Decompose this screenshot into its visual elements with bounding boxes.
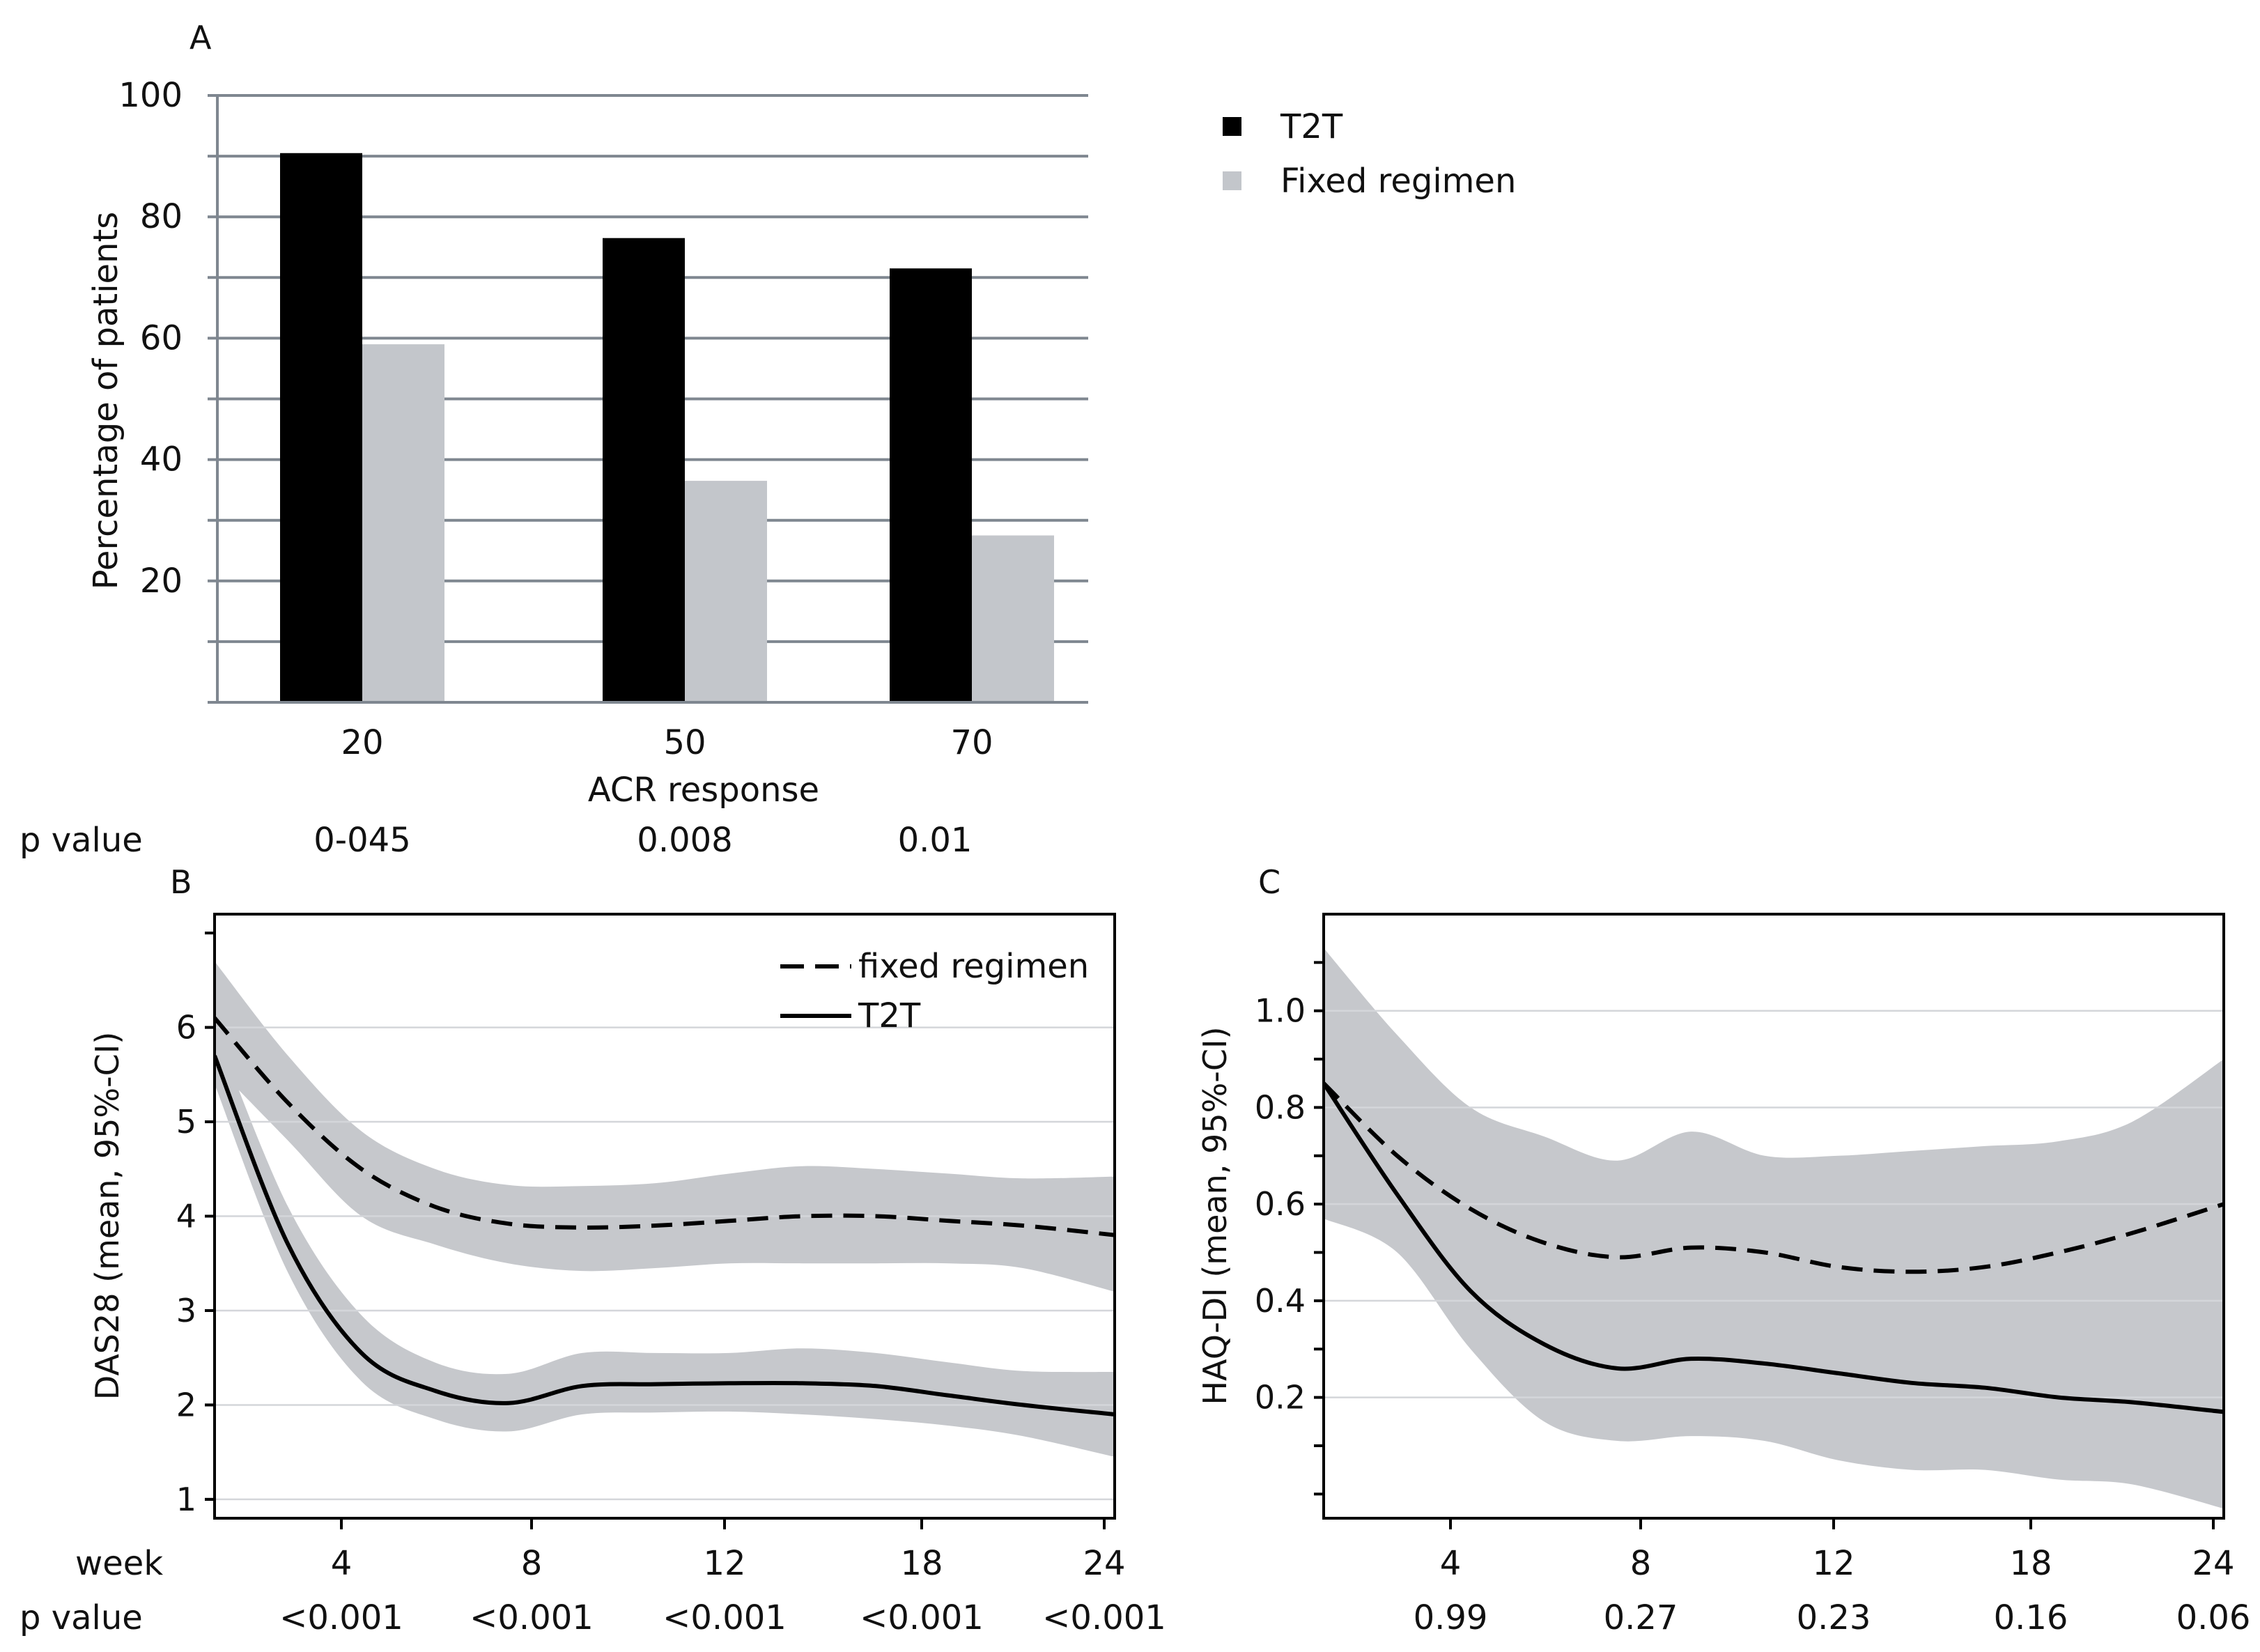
x-tick-label: 8	[1630, 1544, 1652, 1583]
panel-c-pvalues: 0.99 0.27 0.23 0.16 0.06	[1414, 1598, 2251, 1637]
c-plot-area	[1324, 948, 2224, 1509]
panel-b-x-tick-labels: 4 8 12 18 24	[331, 1518, 1126, 1583]
x-tick-label: 18	[900, 1544, 943, 1583]
ci-band-fixed-regimen	[1324, 948, 2224, 1509]
panel-c-x-tick-labels: 4 8 12 18 24	[1440, 1518, 2235, 1583]
panel-a-pvalue: 0-045	[314, 821, 410, 860]
panel-b-legend: fixed regimen T2T	[780, 947, 1089, 1035]
panel-c-y-tick-labels: 0.2 0.4 0.6 0.8 1.0	[1255, 961, 1324, 1496]
panel-a-y-tick-label: 20	[140, 562, 183, 601]
mean-line-fixed-regimen	[1324, 1081, 2224, 1274]
bar-fixed-regimen-20	[362, 344, 444, 702]
panel-a-bars	[280, 153, 1054, 702]
mean-line-t2t	[215, 1055, 1115, 1416]
pvalue-label: <0.001	[279, 1598, 403, 1637]
x-tick-label: 18	[2009, 1544, 2052, 1583]
y-tick-label: 5	[176, 1103, 196, 1141]
panel-a-x-tick-labels: 20 50 70	[341, 723, 993, 762]
pvalue-label: 0.06	[2176, 1598, 2251, 1637]
x-tick-label: 24	[1083, 1544, 1125, 1583]
bar-t2t-50	[603, 238, 685, 702]
panel-a-y-tick-labels: 20 40 60 80 100	[118, 76, 183, 601]
panel-b-x-axis-title: week	[75, 1544, 163, 1583]
pvalue-label: 0.27	[1604, 1598, 1678, 1637]
panel-c-label: C	[1258, 863, 1280, 901]
x-tick-label: 4	[331, 1544, 353, 1583]
panel-b-label: B	[170, 863, 192, 901]
panel-a-x-axis-title: ACR response	[588, 771, 819, 810]
x-tick-label: 12	[1812, 1544, 1855, 1583]
y-tick-label: 0.4	[1255, 1282, 1306, 1320]
pvalue-label: <0.001	[470, 1598, 594, 1637]
panel-c-plot	[1324, 948, 2224, 1509]
pvalue-label: <0.001	[1042, 1598, 1166, 1637]
legend-label-fixed-regimen-b: fixed regimen	[858, 947, 1089, 986]
legend-swatch-fixed-regimen	[1223, 171, 1241, 190]
panel-a-label: A	[189, 19, 212, 56]
bar-t2t-20	[280, 153, 362, 702]
panel-a-y-tick-label: 40	[140, 440, 183, 479]
y-tick-label: 6	[176, 1009, 196, 1047]
y-tick-label: 1	[176, 1481, 196, 1518]
bar-fixed-regimen-50	[685, 481, 767, 702]
bar-t2t-70	[890, 268, 972, 702]
ci-band-fixed-regimen	[215, 961, 1115, 1292]
pvalue-label: 0.99	[1414, 1598, 1488, 1637]
x-tick-label: 8	[521, 1544, 543, 1583]
pvalue-label: 0.23	[1797, 1598, 1871, 1637]
panel-a-pvalues: 0-045 0.008 0.01	[314, 821, 972, 860]
x-tick-label: 4	[1440, 1544, 1462, 1583]
panel-a-pvalue: 0.01	[898, 821, 973, 860]
b-plot-area	[215, 961, 1115, 1501]
panel-c-y-axis-title: HAQ-DI (mean, 95%-CI)	[1196, 1026, 1234, 1405]
ci-band-t2t	[215, 1027, 1115, 1457]
panel-a-y-axis-title: Percentage of patients	[86, 212, 125, 590]
pvalue-label: 0.16	[1994, 1598, 2068, 1637]
y-tick-label: 2	[176, 1386, 196, 1423]
panel-a-pvalue-title: p value	[20, 821, 143, 860]
pvalue-label: <0.001	[663, 1598, 787, 1637]
legend-label-t2t: T2T	[1280, 107, 1343, 146]
mean-line-t2t	[1324, 1082, 2224, 1414]
legend-label-t2t-b: T2T	[858, 996, 921, 1035]
x-tick-label: 24	[2192, 1544, 2234, 1583]
y-tick-label: 4	[176, 1198, 196, 1235]
panel-b-pvalues: <0.001 <0.001 <0.001 <0.001 <0.001	[279, 1598, 1166, 1637]
legend-label-fixed-regimen: Fixed regimen	[1280, 162, 1516, 201]
y-tick-label: 1.0	[1255, 992, 1306, 1030]
panel-a-x-tick-label: 50	[663, 723, 706, 762]
panel-a-y-tick-label: 100	[118, 76, 183, 115]
y-tick-label: 0.6	[1255, 1185, 1306, 1223]
panel-a-x-tick-label: 70	[950, 723, 993, 762]
panel-b-pvalue-title: p value	[20, 1598, 143, 1637]
y-tick-label: 0.8	[1255, 1088, 1306, 1126]
panel-c-frame	[1322, 913, 2225, 1520]
panel-b-y-axis-title: DAS28 (mean, 95%-CI)	[88, 1032, 126, 1400]
y-tick-label: 0.2	[1255, 1379, 1306, 1416]
panel-a-y-tick-label: 80	[140, 197, 183, 236]
panel-a-y-tick-label: 60	[140, 318, 183, 357]
panel-a-bar-chart: A 20 40 60 80 100 20 50 70 ACR response Percen…	[20, 19, 1516, 860]
panel-a-pvalue: 0.008	[637, 821, 732, 860]
x-tick-label: 12	[703, 1544, 745, 1583]
panel-b-plot	[215, 961, 1115, 1501]
mean-line-fixed-regimen	[215, 1017, 1115, 1237]
bar-fixed-regimen-70	[972, 535, 1054, 702]
legend-swatch-t2t	[1223, 117, 1241, 136]
panel-a-x-tick-label: 20	[341, 723, 383, 762]
y-tick-label: 3	[176, 1292, 196, 1329]
panel-a-legend: T2T Fixed regimen	[1223, 107, 1516, 201]
pvalue-label: <0.001	[860, 1598, 984, 1637]
panel-c-haq-di-chart: C 0.2 0.4 0.6 0.8 1.0 4 8 12 18 24 HAQ-DI (mean,…	[1196, 863, 2250, 1637]
panel-b-y-tick-labels: 1 2 3 4 5 6	[176, 932, 215, 1518]
